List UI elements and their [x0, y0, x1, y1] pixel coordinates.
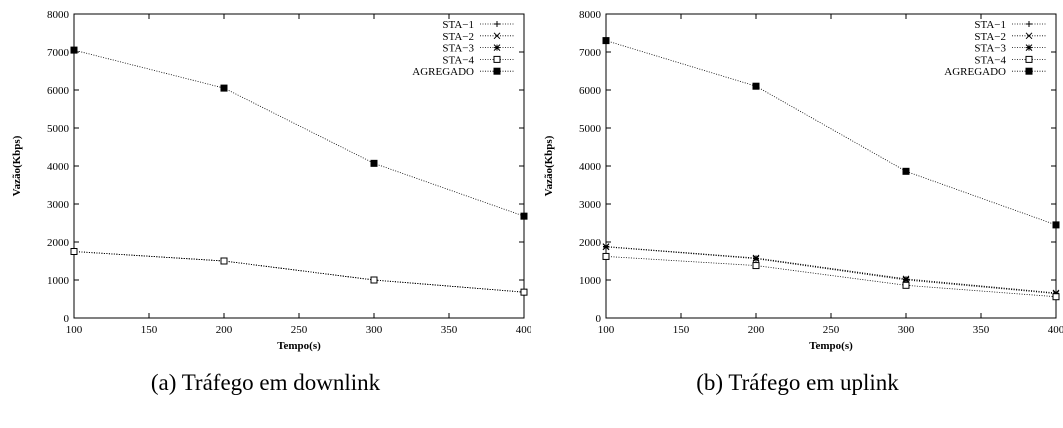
- caption-downlink: (a) Tráfego em downlink: [150, 370, 381, 395]
- legend-marker: [493, 67, 501, 75]
- data-point-5: [752, 82, 760, 90]
- legend-marker: [1025, 44, 1033, 51]
- series-line-1: [73, 251, 525, 293]
- y-tick-label: 1000: [579, 275, 602, 287]
- legend-label: STA−3: [442, 43, 474, 55]
- chart-panel-uplink: 0 1000 2000 3000 4000 5000 6000 7000 8000 100 150 2…: [532, 0, 1063, 428]
- x-axis-title: Tempo(s): [809, 340, 853, 352]
- series-line-4: [73, 251, 525, 293]
- x-tick-label: 150: [673, 324, 690, 336]
- y-tick-label: 1000: [47, 275, 70, 287]
- chart-uplink: 0 1000 2000 3000 4000 5000 6000 7000 8000 100 150 2…: [543, 9, 1063, 352]
- x-tick-label: 100: [66, 324, 83, 336]
- chart-panel-downlink: 0 1000 2000 3000 4000 5000 6000 7000 8000 100 150 2…: [0, 0, 531, 428]
- y-axis-title: Vazão(Kbps): [11, 135, 23, 196]
- y-tick-label: 0: [596, 313, 602, 325]
- y-tick-label: 8000: [579, 9, 602, 21]
- data-point-4: [370, 276, 378, 284]
- y-tick-label: 5000: [47, 123, 70, 135]
- x-tick-label: 350: [973, 324, 990, 336]
- x-tick-label: 300: [898, 324, 915, 336]
- legend-marker: [494, 21, 500, 27]
- legend-label: STA−4: [442, 54, 474, 66]
- series-line-4: [605, 256, 1057, 298]
- data-point-4: [752, 262, 760, 270]
- data-point-5: [520, 212, 528, 220]
- y-tick-label: 7000: [47, 47, 70, 59]
- series-line-3: [73, 251, 525, 293]
- data-point-4: [220, 257, 228, 265]
- data-point-4: [520, 288, 528, 296]
- y-tick-label: 3000: [47, 199, 70, 211]
- y-tick-label: 3000: [579, 199, 602, 211]
- x-axis-title: Tempo(s): [277, 340, 321, 352]
- legend-label: AGREGADO: [412, 66, 474, 78]
- x-tick-label: 350: [441, 324, 458, 336]
- legend-label: STA−3: [974, 43, 1006, 55]
- y-tick-label: 7000: [579, 47, 602, 59]
- series-line-2: [605, 246, 1057, 294]
- x-tick-label: 300: [366, 324, 383, 336]
- legend-marker: [493, 44, 501, 51]
- y-tick-label: 8000: [47, 9, 70, 21]
- series-line-2: [73, 251, 525, 293]
- legend-marker: [493, 32, 501, 40]
- data-point-3: [902, 276, 910, 284]
- x-tick-label: 100: [598, 324, 615, 336]
- caption-uplink: (b) Tráfego em uplink: [696, 370, 899, 395]
- legend-marker: [493, 55, 501, 63]
- legend-label: AGREGADO: [944, 66, 1006, 78]
- x-tick-label: 150: [141, 324, 158, 336]
- data-point-5: [370, 159, 378, 167]
- y-tick-label: 6000: [579, 85, 602, 97]
- y-tick-label: 2000: [579, 237, 602, 249]
- x-tick-label: 250: [291, 324, 308, 336]
- data-point-4: [902, 281, 910, 289]
- legend-label: STA−2: [442, 31, 474, 43]
- y-tick-label: 4000: [47, 161, 70, 173]
- legend-label: STA−2: [974, 31, 1006, 43]
- legend-marker: [1025, 55, 1033, 63]
- data-point-4: [70, 248, 78, 255]
- data-point-3: [752, 255, 760, 263]
- y-axis-title: Vazão(Kbps): [543, 135, 555, 196]
- y-tick-label: 4000: [579, 161, 602, 173]
- data-point-5: [70, 46, 78, 54]
- y-tick-label: 6000: [47, 85, 70, 97]
- series-line-1: [605, 246, 1057, 294]
- series-line-5: [605, 40, 1057, 226]
- legend-label: STA−1: [974, 19, 1006, 31]
- legend-marker: [1026, 21, 1032, 27]
- chart-downlink: 0 1000 2000 3000 4000 5000 6000 7000 8000 100 150 2…: [11, 9, 531, 352]
- y-tick-label: 0: [64, 313, 70, 325]
- x-tick-label: 200: [216, 324, 233, 336]
- data-point-5: [602, 37, 610, 45]
- data-point-4: [1052, 293, 1060, 301]
- data-point-5: [1052, 221, 1060, 229]
- y-tick-label: 5000: [579, 123, 602, 135]
- y-tick-label: 2000: [47, 237, 70, 249]
- x-tick-label: 200: [748, 324, 765, 336]
- data-point-5: [220, 84, 228, 92]
- data-point-4: [602, 252, 610, 260]
- legend-label: STA−1: [442, 19, 474, 31]
- series-line-3: [605, 246, 1057, 295]
- x-tick-label: 400: [516, 324, 531, 336]
- legend-marker: [1025, 67, 1033, 75]
- data-point-5: [902, 167, 910, 175]
- legend-label: STA−4: [974, 54, 1006, 66]
- data-point-3: [602, 243, 610, 251]
- legend-marker: [1025, 32, 1033, 40]
- x-tick-label: 250: [823, 324, 840, 336]
- x-tick-label: 400: [1048, 324, 1063, 336]
